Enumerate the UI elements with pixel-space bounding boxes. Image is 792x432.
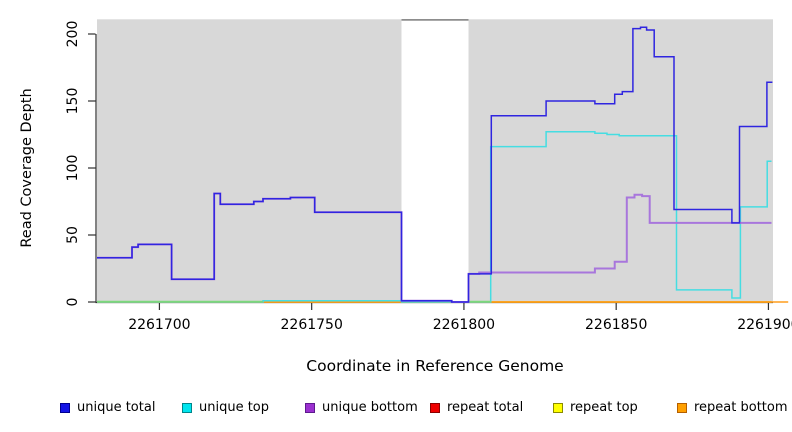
legend-swatch-repeat-total <box>430 403 440 413</box>
x-tick-label: 2261700 <box>128 317 191 333</box>
legend-label-unique-bottom: unique bottom <box>322 400 418 415</box>
legend-label-unique-top: unique top <box>199 400 270 415</box>
y-tick-label: 0 <box>65 297 81 307</box>
y-tick-label: 200 <box>65 20 81 48</box>
plot-panel-right <box>468 19 773 303</box>
y-tick-label: 150 <box>65 87 81 115</box>
x-tick-label: 2261750 <box>280 317 343 333</box>
plot-panel-left <box>97 19 402 303</box>
legend-swatch-unique-bottom <box>305 403 315 413</box>
y-axis-title: Read Coverage Depth <box>19 88 35 248</box>
y-tick-label: 100 <box>65 154 81 182</box>
legend-label-repeat-total: repeat total <box>447 400 524 415</box>
x-tick-label: 2261850 <box>585 317 648 333</box>
legend-label-unique-total: unique total <box>77 400 156 415</box>
legend-label-repeat-top: repeat top <box>570 400 638 415</box>
coverage-series-unique-total <box>97 26 773 303</box>
coverage-series-unique-top <box>97 131 772 303</box>
x-axis-title: Coordinate in Reference Genome <box>306 357 564 375</box>
legend-swatch-unique-total <box>60 403 70 413</box>
legend-label-repeat-bottom: repeat bottom <box>694 400 788 415</box>
legend-swatch-unique-top <box>182 403 192 413</box>
legend-swatch-repeat-top <box>553 403 563 413</box>
legend-swatch-repeat-bottom <box>677 403 687 413</box>
x-tick-label: 2261800 <box>432 317 496 333</box>
y-tick-label: 50 <box>65 226 81 244</box>
